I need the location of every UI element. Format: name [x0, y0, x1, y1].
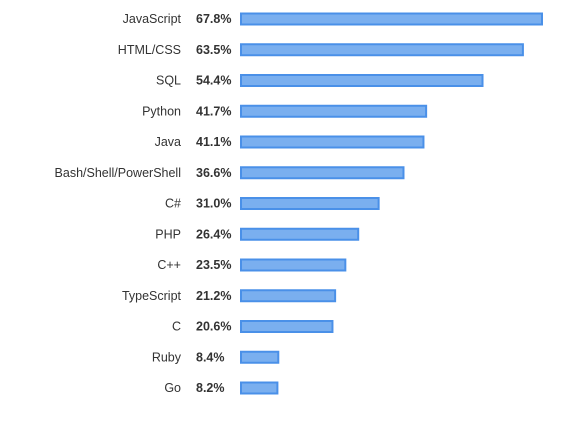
bar: [240, 350, 280, 364]
bar: [240, 104, 428, 118]
bar-row: Ruby 8.4%: [152, 350, 280, 364]
bar-row: TypeScript 21.2%: [122, 289, 337, 303]
category-label: C#: [165, 197, 181, 211]
value-label: 21.2%: [196, 289, 231, 303]
category-label: Ruby: [152, 350, 182, 364]
value-label: 8.2%: [196, 381, 225, 395]
category-label: C: [172, 320, 181, 334]
bar-row: C++ 23.5%: [157, 258, 347, 272]
bar-row: Python 41.7%: [142, 104, 428, 118]
chart-rows: JavaScript 67.8% HTML/CSS 63.5% SQL 54.4% Pyth…: [55, 12, 543, 395]
bar: [240, 12, 543, 26]
bar-row: JavaScript 67.8%: [123, 12, 543, 26]
value-label: 67.8%: [196, 12, 231, 26]
bar-row: Go 8.2%: [164, 381, 279, 395]
category-label: Go: [164, 381, 181, 395]
value-label: 8.4%: [196, 350, 225, 364]
bar-row: Java 41.1%: [155, 135, 425, 149]
bar: [240, 43, 524, 57]
category-label: HTML/CSS: [118, 43, 181, 57]
value-label: 54.4%: [196, 74, 231, 88]
category-label: C++: [157, 258, 181, 272]
value-label: 26.4%: [196, 227, 231, 241]
category-label: JavaScript: [123, 12, 182, 26]
value-label: 41.7%: [196, 104, 231, 118]
bar-row: Bash/Shell/PowerShell 36.6%: [55, 166, 405, 180]
bar: [240, 166, 405, 180]
value-label: 31.0%: [196, 197, 231, 211]
bar: [240, 135, 425, 149]
category-label: SQL: [156, 74, 181, 88]
bar-row: HTML/CSS 63.5%: [118, 43, 524, 57]
category-label: Python: [142, 104, 181, 118]
category-label: Java: [155, 135, 181, 149]
value-label: 63.5%: [196, 43, 231, 57]
bar-row: C# 31.0%: [165, 197, 380, 211]
bar-row: C 20.6%: [172, 320, 334, 334]
bar: [240, 289, 337, 303]
category-label: TypeScript: [122, 289, 182, 303]
bar: [240, 74, 484, 87]
value-label: 36.6%: [196, 166, 231, 180]
bar-row: PHP 26.4%: [155, 227, 360, 241]
bar: [240, 258, 347, 272]
value-label: 41.1%: [196, 135, 231, 149]
value-label: 20.6%: [196, 320, 231, 334]
bar: [240, 197, 380, 210]
bar: [240, 381, 279, 395]
value-label: 23.5%: [196, 258, 231, 272]
bar: [240, 320, 334, 333]
category-label: PHP: [155, 227, 181, 241]
bar: [240, 227, 360, 241]
bar-row: SQL 54.4%: [156, 74, 484, 88]
category-label: Bash/Shell/PowerShell: [55, 166, 181, 180]
